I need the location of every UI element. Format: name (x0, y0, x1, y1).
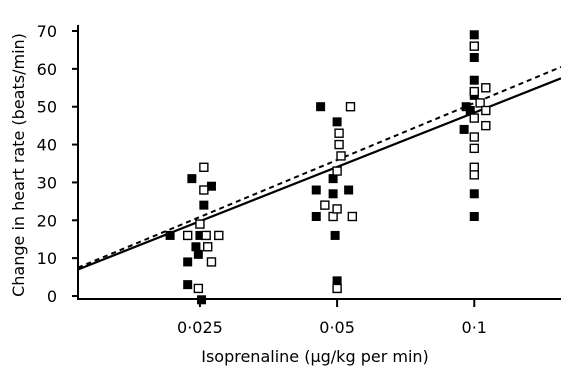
data-point-filled (459, 124, 469, 134)
y-tick-label: 30 (37, 173, 57, 192)
y-tick-label: 20 (37, 211, 57, 230)
data-point-open (469, 162, 479, 172)
data-point-open (328, 211, 338, 222)
data-point-open (334, 128, 344, 138)
fit-line-dashed (77, 66, 561, 269)
data-point-filled (344, 185, 354, 195)
data-point-open (320, 200, 330, 210)
y-tick-label: 0 (47, 287, 57, 306)
data-point-open (469, 41, 479, 51)
data-point-open (469, 113, 479, 123)
data-point-filled (469, 189, 479, 199)
data-point-open (469, 170, 479, 180)
data-point-open (481, 83, 491, 93)
data-point-open (201, 230, 211, 241)
data-point-filled (311, 212, 321, 221)
data-point-filled (193, 249, 203, 259)
data-point-filled (316, 102, 326, 112)
x-tick-label: 0·05 (319, 318, 355, 337)
data-point-filled (328, 189, 338, 199)
data-point-open (332, 166, 342, 176)
data-point-open (469, 143, 479, 154)
data-point-filled (332, 117, 342, 127)
data-point-open (336, 151, 346, 161)
data-point-filled (199, 200, 209, 210)
y-tick-label: 40 (37, 136, 57, 155)
x-axis-ticks: 0·025 0·05 0·1 (177, 299, 487, 337)
data-point-filled (469, 75, 479, 85)
data-point-filled (187, 174, 197, 184)
data-point-open (202, 242, 213, 252)
data-point-open (347, 211, 358, 222)
data-point-filled (469, 53, 479, 62)
y-tick-label: 10 (37, 249, 57, 268)
data-point-open (334, 139, 344, 150)
x-tick-label: 0·025 (177, 318, 223, 337)
data-point-open (332, 283, 342, 294)
data-point-open (182, 230, 193, 241)
data-point-filled (165, 230, 175, 240)
data-point-open (199, 162, 209, 172)
data-point-open (214, 230, 224, 241)
data-point-filled (206, 181, 216, 191)
x-tick-label: 0·1 (462, 318, 487, 337)
data-point-filled (469, 212, 479, 221)
data-point-filled (311, 185, 321, 195)
y-tick-label: 70 (37, 22, 57, 41)
data-point-open (193, 283, 204, 294)
fit-line-solid (77, 77, 561, 271)
data-point-open (469, 132, 479, 142)
data-point-open (332, 204, 342, 214)
y-axis-ticks: 0 10 20 30 40 50 60 70 (37, 22, 78, 306)
data-point-filled (183, 280, 193, 290)
data-point-open (199, 185, 209, 195)
data-point-open (469, 86, 479, 97)
data-point-filled (183, 257, 193, 267)
data-point-open (481, 120, 491, 131)
data-point-open (195, 219, 205, 229)
data-point-filled (191, 242, 201, 252)
data-point-filled (332, 276, 342, 286)
data-point-filled (465, 106, 475, 115)
data-points (165, 30, 491, 305)
data-point-filled (469, 30, 479, 40)
data-point-open (345, 102, 356, 112)
data-point-filled (330, 230, 340, 240)
data-point-open (481, 105, 491, 116)
y-tick-label: 50 (37, 98, 57, 117)
data-point-filled (328, 174, 338, 184)
data-point-open (475, 98, 485, 108)
y-axis-label: Change in heart rate (beats/min) (9, 33, 28, 297)
data-point-open (206, 257, 217, 267)
y-tick-label: 60 (37, 60, 57, 79)
fit-lines (77, 66, 561, 271)
x-axis-label: Isoprenaline (µg/kg per min) (201, 347, 429, 366)
